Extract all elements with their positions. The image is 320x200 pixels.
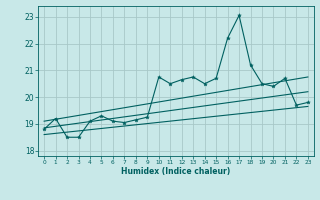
X-axis label: Humidex (Indice chaleur): Humidex (Indice chaleur) — [121, 167, 231, 176]
